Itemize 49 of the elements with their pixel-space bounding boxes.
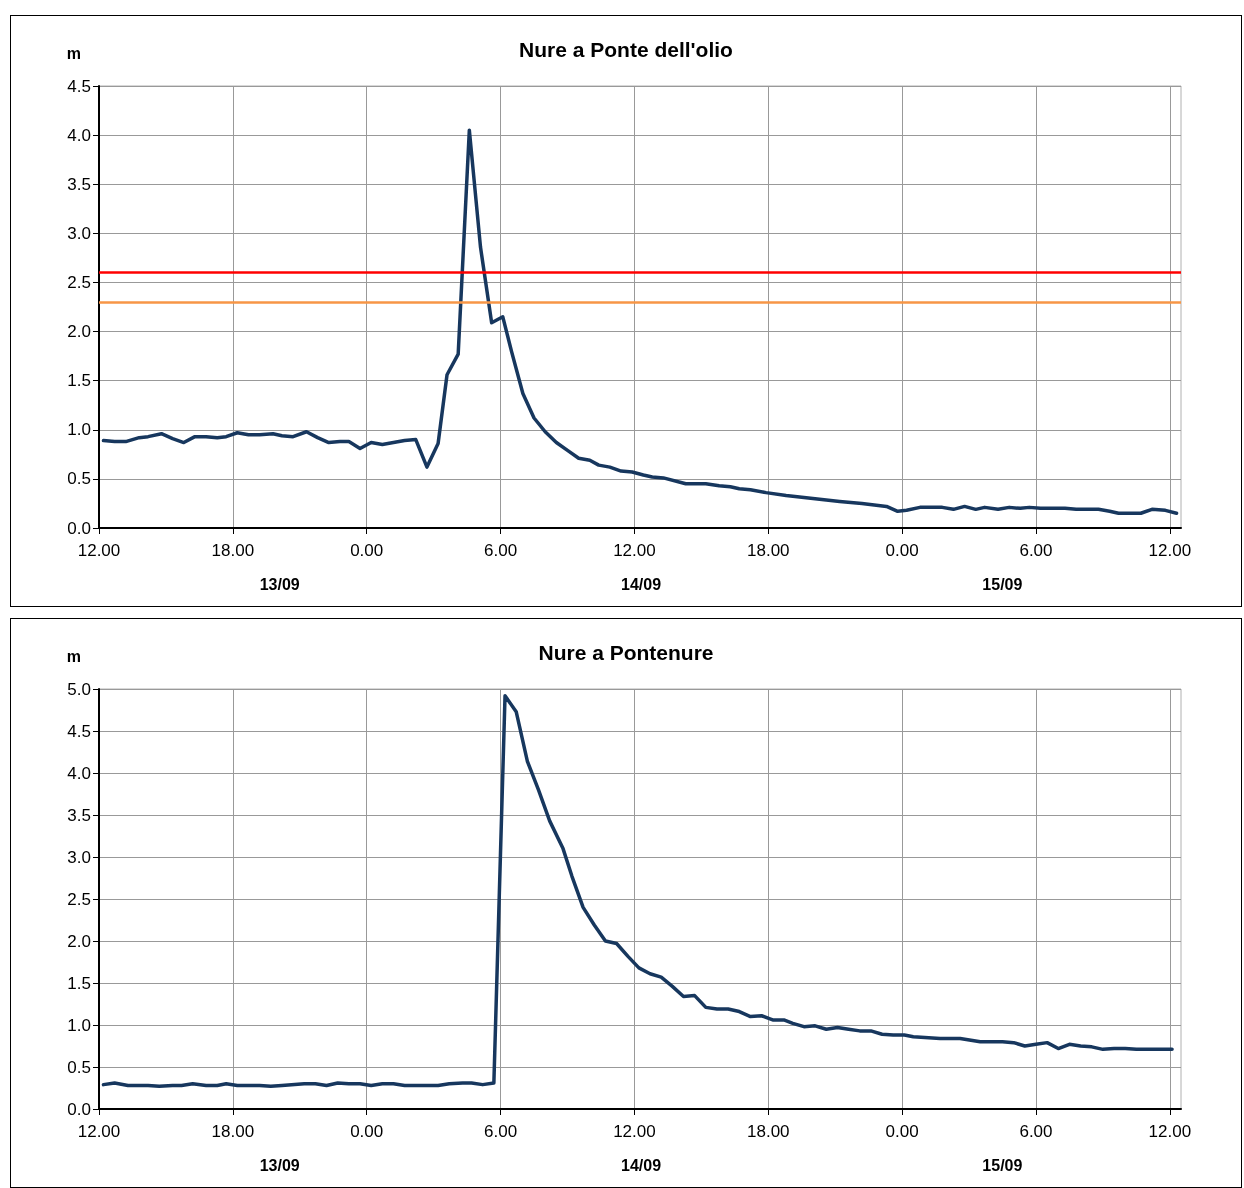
x-tick-label: 12.00 [77, 541, 121, 560]
y-tick-label: 0.0 [67, 1099, 91, 1119]
y-tick-label: 2.5 [67, 272, 91, 292]
x-tick-label: 0.00 [885, 541, 919, 560]
y-tick-label: 4.5 [67, 76, 91, 96]
chart-title: Nure a Pontenure [538, 641, 714, 664]
x-tick-label: 12.00 [613, 1122, 656, 1141]
y-tick-label: 1.5 [67, 973, 91, 993]
x-tick-label: 0.00 [350, 541, 384, 560]
x-tick-label: 6.00 [484, 541, 518, 560]
text: 14/09 [621, 1156, 662, 1174]
y-tick-label: 2.0 [67, 931, 91, 951]
x-tick-label: 6.00 [484, 1122, 518, 1141]
chart-title: Nure a Ponte dell'olio [519, 38, 733, 61]
x-tick-label: 18.00 [211, 541, 255, 560]
x-tick-label: 18.00 [747, 1122, 790, 1141]
x-tick-label: 6.00 [1019, 1122, 1053, 1141]
x-tick-label: 12.00 [613, 541, 656, 560]
y-tick-label: 2.0 [67, 322, 91, 342]
text: 15/09 [982, 1156, 1023, 1174]
y-tick-label: 4.0 [67, 763, 91, 783]
y-tick-label: 1.0 [67, 420, 91, 440]
y-axis-title: m [66, 647, 81, 665]
text: 13/09 [259, 1156, 300, 1174]
text: 14/09 [621, 575, 662, 593]
y-tick-label: 0.5 [67, 469, 91, 489]
x-tick-label: 0.00 [885, 1122, 919, 1141]
y-tick-label: 1.5 [67, 371, 91, 391]
y-tick-label: 3.0 [67, 223, 91, 243]
x-tick-label: 18.00 [747, 541, 790, 560]
x-tick-label: 6.00 [1019, 541, 1053, 560]
x-tick-label: 18.00 [211, 1122, 255, 1141]
y-tick-label: 3.5 [67, 805, 91, 825]
x-tick-label: 12.00 [1148, 1122, 1192, 1141]
text: 13/09 [259, 575, 300, 593]
y-axis-title: m [66, 44, 81, 62]
y-tick-label: 2.5 [67, 889, 91, 909]
x-tick-label: 12.00 [77, 1122, 121, 1141]
y-tick-label: 4.0 [67, 125, 91, 145]
y-tick-label: 0.0 [67, 518, 91, 538]
y-tick-label: 5.0 [67, 679, 91, 699]
y-tick-label: 4.5 [67, 721, 91, 741]
y-tick-label: 0.5 [67, 1057, 91, 1077]
text: 15/09 [982, 575, 1023, 593]
x-tick-label: 0.00 [350, 1122, 384, 1141]
x-tick-label: 12.00 [1148, 541, 1192, 560]
y-tick-label: 3.5 [67, 174, 91, 194]
y-tick-label: 3.0 [67, 847, 91, 867]
y-tick-label: 1.0 [67, 1015, 91, 1035]
